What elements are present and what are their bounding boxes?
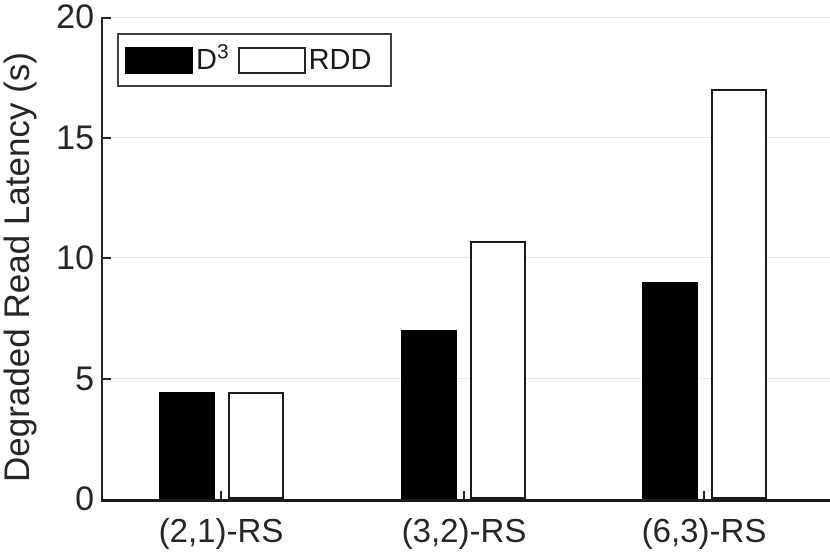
y-tick-mark-20	[103, 17, 111, 19]
legend-swatch-rdd	[237, 46, 306, 74]
x-tick-label-3: (6,3)-RS	[641, 512, 767, 549]
legend: D3 RDD	[117, 33, 392, 87]
gridline-y10	[103, 257, 830, 258]
y-tick-label-5: 5	[75, 360, 94, 398]
x-tick-mark-3	[703, 491, 705, 499]
gridline-y20	[103, 17, 830, 18]
legend-label-rdd: RDD	[308, 43, 372, 76]
y-tick-label-10: 10	[56, 239, 94, 277]
gridline-y15	[103, 137, 830, 138]
legend-label-rdd-base: RDD	[308, 43, 372, 76]
plot-area	[101, 17, 830, 502]
y-tick-label-20: 20	[56, 0, 94, 36]
y-tick-mark-10	[103, 257, 111, 259]
x-tick-label-1: (2,1)-RS	[158, 512, 284, 549]
bar-rdd-3	[711, 89, 767, 499]
legend-label-d3-base: D	[196, 43, 217, 76]
x-tick-mark-1	[220, 491, 222, 499]
x-tick-mark-2	[463, 491, 465, 499]
legend-swatch-d3	[125, 46, 193, 74]
x-tick-label-2: (3,2)-RS	[401, 512, 527, 549]
bar-d3-3	[642, 282, 698, 499]
y-tick-label-0: 0	[75, 480, 94, 518]
y-tick-mark-15	[103, 137, 111, 139]
bar-d3-1	[159, 392, 215, 499]
y-tick-label-15: 15	[56, 119, 94, 157]
bar-d3-2	[401, 330, 457, 499]
y-tick-mark-5	[103, 378, 111, 380]
bar-rdd-2	[470, 241, 526, 499]
legend-label-d3: D3	[196, 41, 229, 76]
bar-rdd-1	[228, 392, 284, 499]
legend-label-d3-sup: 3	[216, 39, 229, 63]
gridline-y5	[103, 378, 830, 379]
